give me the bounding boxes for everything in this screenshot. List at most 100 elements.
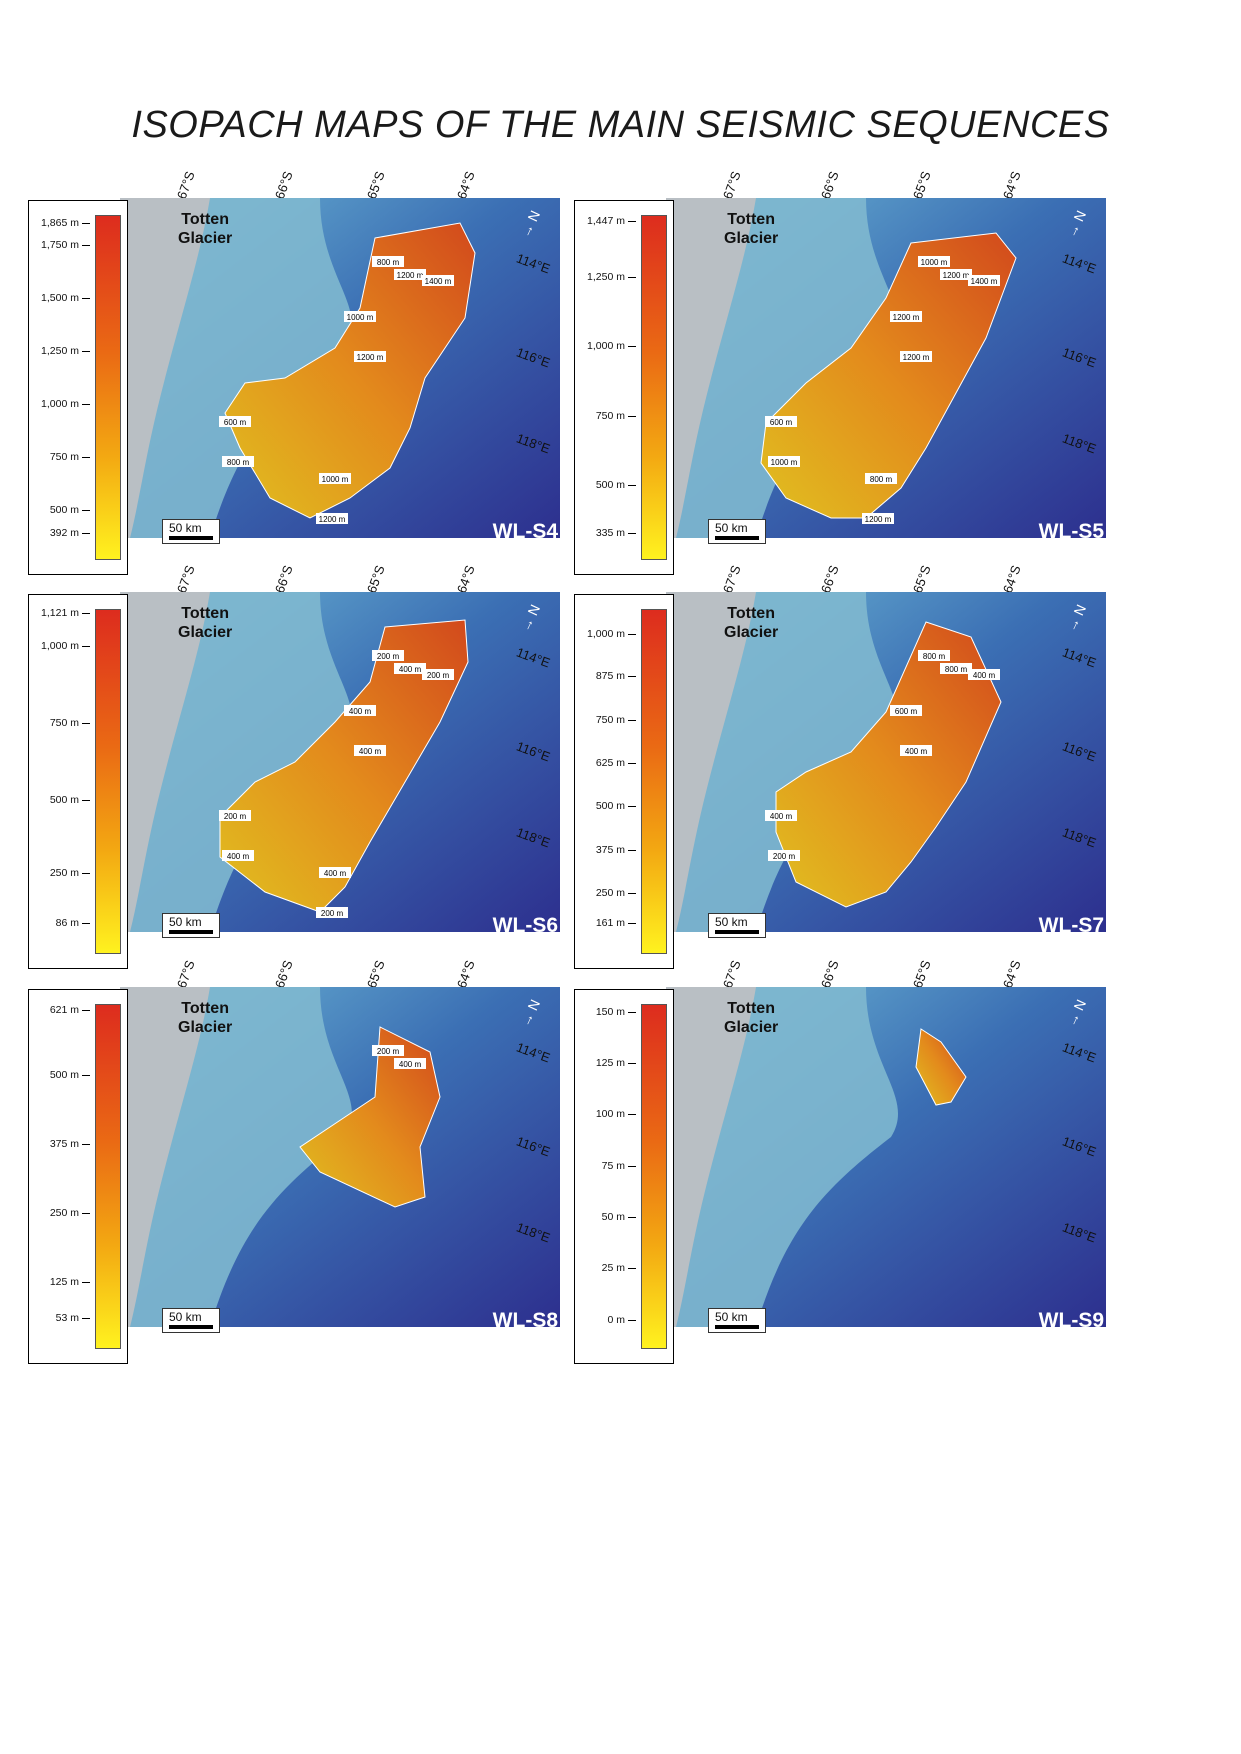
scale-bar: 50 km xyxy=(162,519,220,544)
latitude-label: 65°S xyxy=(909,169,934,201)
latitude-label: 67°S xyxy=(173,958,198,990)
page-title: ISOPACH MAPS OF THE MAIN SEISMIC SEQUENC… xyxy=(131,104,1110,146)
svg-text:600 m: 600 m xyxy=(895,707,918,716)
color-ramp xyxy=(641,215,667,560)
color-ramp xyxy=(95,215,121,560)
ice-sheet xyxy=(666,987,756,1327)
legend-tick: 875 m xyxy=(577,670,639,682)
map-canvas: 200 m 400 m xyxy=(120,987,560,1327)
legend-tick: 1,121 m xyxy=(31,607,93,619)
svg-text:1200 m: 1200 m xyxy=(357,353,384,362)
latitude-label: 66°S xyxy=(271,958,296,990)
color-scale-legend: 1,447 m 1,250 m 1,000 m 750 m 500 m 335 m xyxy=(574,200,674,575)
place-label-totten-glacier: Totten Glacier xyxy=(178,1000,233,1036)
latitude-label: 64°S xyxy=(453,563,478,595)
legend-tick: 100 m xyxy=(577,1108,639,1120)
legend-tick: 625 m xyxy=(577,757,639,769)
legend-tick: 150 m xyxy=(577,1006,639,1018)
legend-tick: 250 m xyxy=(577,887,639,899)
svg-text:400 m: 400 m xyxy=(770,812,793,821)
isopach-panel-wl-s5: 67°S 66°S 65°S 64°S 1000 m 1200 m 1400 m 1200 … xyxy=(574,168,1114,575)
color-scale-legend: 1,865 m 1,750 m 1,500 m 1,250 m 1,000 m 750 m… xyxy=(28,200,128,575)
svg-text:1200 m: 1200 m xyxy=(893,313,920,322)
legend-tick: 1,250 m xyxy=(577,271,639,283)
contour-label: 600 m xyxy=(765,416,797,427)
legend-tick: 75 m xyxy=(577,1160,639,1172)
contour-label: 1000 m xyxy=(768,456,800,467)
scale-bar: 50 km xyxy=(162,1308,220,1333)
legend-tick: 0 m xyxy=(577,1314,639,1326)
isopach-panel-wl-s9: 67°S 66°S 65°S 64°S 114°E 116°E 118°E Totten Gl… xyxy=(574,957,1114,1364)
svg-text:1000 m: 1000 m xyxy=(771,458,798,467)
svg-text:1000 m: 1000 m xyxy=(347,313,374,322)
bathymetry-map xyxy=(666,987,1106,1369)
legend-tick: 1,250 m xyxy=(31,345,93,357)
svg-text:200 m: 200 m xyxy=(773,852,796,861)
latitude-label: 67°S xyxy=(173,563,198,595)
scale-bar: 50 km xyxy=(162,913,220,938)
sequence-label: WL-S8 xyxy=(492,1309,558,1332)
contour-label: 400 m xyxy=(222,850,254,861)
legend-tick: 500 m xyxy=(31,504,93,516)
ice-sheet xyxy=(120,592,210,932)
legend-tick: 500 m xyxy=(577,479,639,491)
svg-text:800 m: 800 m xyxy=(870,475,893,484)
latitude-label: 64°S xyxy=(453,169,478,201)
legend-tick: 750 m xyxy=(577,410,639,422)
svg-text:200 m: 200 m xyxy=(377,652,400,661)
contour-label: 400 m xyxy=(319,867,351,878)
svg-text:1400 m: 1400 m xyxy=(971,277,998,286)
latitude-label: 66°S xyxy=(817,563,842,595)
place-label-totten-glacier: Totten Glacier xyxy=(724,605,779,641)
isopach-panel-wl-s7: 67°S 66°S 65°S 64°S 800 m 800 m 400 m 600 m 400… xyxy=(574,562,1114,969)
contour-label: 800 m xyxy=(222,456,254,467)
svg-text:1400 m: 1400 m xyxy=(425,277,452,286)
contour-label: 600 m xyxy=(890,705,922,716)
svg-text:600 m: 600 m xyxy=(224,418,247,427)
color-scale-legend: 621 m 500 m 375 m 250 m 125 m 53 m xyxy=(28,989,128,1364)
latitude-label: 65°S xyxy=(909,958,934,990)
contour-label: 400 m xyxy=(765,810,797,821)
svg-text:1200 m: 1200 m xyxy=(865,515,892,524)
latitude-label: 67°S xyxy=(719,169,744,201)
legend-tick: 86 m xyxy=(31,917,93,929)
color-ramp xyxy=(641,1004,667,1349)
map-canvas xyxy=(666,987,1106,1327)
ice-sheet xyxy=(666,198,756,538)
contour-label: 400 m xyxy=(344,705,376,716)
contour-label: 1000 m xyxy=(319,473,351,484)
sequence-label: WL-S9 xyxy=(1038,1309,1104,1332)
svg-text:400 m: 400 m xyxy=(973,671,996,680)
legend-tick: 375 m xyxy=(577,844,639,856)
legend-tick: 1,447 m xyxy=(577,215,639,227)
contour-label: 200 m xyxy=(768,850,800,861)
legend-tick: 25 m xyxy=(577,1262,639,1274)
latitude-label: 66°S xyxy=(817,958,842,990)
scale-bar: 50 km xyxy=(708,1308,766,1333)
color-scale-legend: 1,000 m 875 m 750 m 625 m 500 m 375 m 250 m 161… xyxy=(574,594,674,969)
latitude-label: 67°S xyxy=(719,958,744,990)
place-label-totten-glacier: Totten Glacier xyxy=(178,211,233,247)
latitude-label: 65°S xyxy=(363,169,388,201)
contour-label: 800 m xyxy=(918,650,950,661)
svg-text:1200 m: 1200 m xyxy=(397,271,424,280)
isopach-coverage xyxy=(915,1028,967,1106)
contour-label: 1400 m xyxy=(422,275,454,286)
legend-tick: 1,000 m xyxy=(31,640,93,652)
contour-label: 1200 m xyxy=(940,269,972,280)
latitude-label: 66°S xyxy=(817,169,842,201)
svg-text:400 m: 400 m xyxy=(227,852,250,861)
contour-label: 1200 m xyxy=(394,269,426,280)
color-ramp xyxy=(95,1004,121,1349)
svg-text:800 m: 800 m xyxy=(227,458,250,467)
isopach-coverage xyxy=(299,1026,441,1208)
legend-tick: 1,750 m xyxy=(31,239,93,251)
contour-label: 1400 m xyxy=(968,275,1000,286)
color-scale-legend: 150 m 125 m 100 m 75 m 50 m 25 m 0 m xyxy=(574,989,674,1364)
color-scale-legend: 1,121 m 1,000 m 750 m 500 m 250 m 86 m xyxy=(28,594,128,969)
legend-tick: 500 m xyxy=(31,794,93,806)
contour-label: 400 m xyxy=(394,1058,426,1069)
legend-tick: 750 m xyxy=(31,451,93,463)
